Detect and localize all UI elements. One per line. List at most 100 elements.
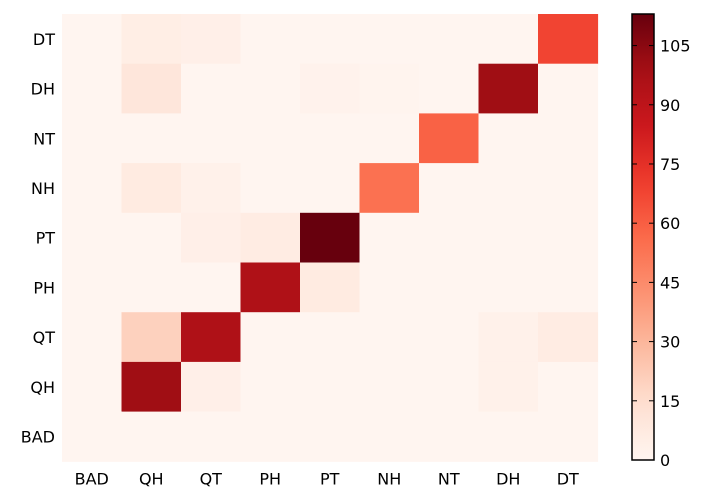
heatmap-cell <box>478 411 539 462</box>
y-tick-label: NH <box>31 179 55 198</box>
y-tick-label: QH <box>30 378 55 397</box>
colorbar-tick-label: 45 <box>660 273 680 292</box>
heatmap-cell <box>419 262 480 313</box>
heatmap-cell <box>62 63 123 114</box>
x-tick-label: PT <box>320 469 340 488</box>
y-axis-labels: DT DH NT NH PT PH QT QH BAD <box>21 30 55 447</box>
colorbar-tick-label: 105 <box>660 37 691 56</box>
heatmap-cell <box>359 312 420 363</box>
y-tick-label: PT <box>36 229 56 248</box>
heatmap-cell <box>359 361 420 413</box>
heatmap-cell <box>419 113 480 164</box>
heatmap-cell <box>62 262 123 313</box>
heatmap-cell <box>240 163 301 214</box>
heatmap-cell <box>478 312 539 363</box>
heatmap-cell <box>121 411 182 462</box>
colorbar-tick-label: 30 <box>660 333 680 352</box>
heatmap-cell <box>419 163 480 214</box>
heatmap-cell <box>240 14 301 65</box>
heatmap-cell <box>419 411 480 462</box>
heatmap-cell <box>538 411 599 462</box>
heatmap-cell <box>62 14 123 65</box>
heatmap-cell <box>181 262 242 313</box>
colorbar-tick-label: 60 <box>660 214 680 233</box>
heatmap-cell <box>478 361 539 413</box>
heatmap-cell <box>300 113 361 164</box>
heatmap-cell <box>62 212 123 264</box>
heatmap-cell <box>359 163 420 214</box>
heatmap-cell <box>240 262 301 313</box>
heatmap-cell <box>478 163 539 214</box>
colorbar-ticks: 0 15 30 45 60 75 90 105 <box>632 37 691 470</box>
heatmap-cell <box>478 212 539 264</box>
heatmap-cell <box>181 163 242 214</box>
heatmap-cell <box>240 312 301 363</box>
heatmap-cell <box>478 262 539 313</box>
heatmap-cell <box>359 411 420 462</box>
heatmap-cell <box>538 361 599 413</box>
y-tick-label: NT <box>33 129 55 148</box>
heatmap-cell <box>300 212 361 264</box>
heatmap-cell <box>478 14 539 65</box>
heatmap-cell <box>359 262 420 313</box>
heatmap-cell <box>359 14 420 65</box>
y-tick-label: BAD <box>21 427 55 446</box>
heatmap-cell <box>359 212 420 264</box>
heatmap-cell <box>478 113 539 164</box>
heatmap-cell <box>62 113 123 164</box>
heatmap-cell <box>181 14 242 65</box>
heatmap-cell <box>300 411 361 462</box>
colorbar-tick-label: 0 <box>660 451 670 470</box>
heatmap-cell <box>359 63 420 114</box>
heatmap-cell <box>419 14 480 65</box>
heatmap-cell <box>538 14 599 65</box>
heatmap-cell <box>181 63 242 114</box>
heatmap-cell <box>300 163 361 214</box>
x-tick-label: QT <box>200 469 223 488</box>
heatmap-cell <box>240 212 301 264</box>
heatmap-cell <box>359 113 420 164</box>
heatmap-cell <box>419 63 480 114</box>
heatmap-cell <box>121 113 182 164</box>
y-tick-label: QT <box>33 328 56 347</box>
heatmap-cell <box>181 361 242 413</box>
heatmap-cell <box>538 63 599 114</box>
x-tick-label: DH <box>496 469 520 488</box>
heatmap-cell <box>300 361 361 413</box>
heatmap-cell <box>121 163 182 214</box>
heatmap-cell <box>121 262 182 313</box>
heatmap-cell <box>240 411 301 462</box>
colorbar-tick-label: 15 <box>660 392 680 411</box>
heatmap-cell <box>121 361 182 413</box>
x-tick-label: NH <box>377 469 401 488</box>
heatmap-cell <box>181 212 242 264</box>
heatmap-cell <box>478 63 539 114</box>
heatmap-cell <box>121 63 182 114</box>
heatmap-cell <box>419 312 480 363</box>
x-axis-labels: BAD QH QT PH PT NH NT DH DT <box>75 469 579 488</box>
x-tick-label: PH <box>259 469 281 488</box>
heatmap-cell <box>121 312 182 363</box>
colorbar <box>631 13 655 461</box>
y-tick-label: DH <box>31 80 55 99</box>
y-tick-label: PH <box>33 278 55 297</box>
heatmap-cells <box>62 14 599 462</box>
y-tick-label: DT <box>33 30 55 49</box>
heatmap-cell <box>538 262 599 313</box>
heatmap-cell <box>300 262 361 313</box>
x-tick-label: NT <box>438 469 460 488</box>
heatmap-cell <box>240 113 301 164</box>
heatmap-cell <box>300 312 361 363</box>
heatmap-cell <box>62 312 123 363</box>
heatmap-cell <box>300 63 361 114</box>
x-tick-label: DT <box>557 469 579 488</box>
colorbar-tick-label: 75 <box>660 155 680 174</box>
heatmap-cell <box>181 113 242 164</box>
heatmap-cell <box>240 361 301 413</box>
heatmap-cell <box>538 212 599 264</box>
x-tick-label: QH <box>139 469 164 488</box>
x-tick-label: BAD <box>75 469 109 488</box>
heatmap-cell <box>538 312 599 363</box>
heatmap-cell <box>419 361 480 413</box>
heatmap-cell <box>62 361 123 413</box>
